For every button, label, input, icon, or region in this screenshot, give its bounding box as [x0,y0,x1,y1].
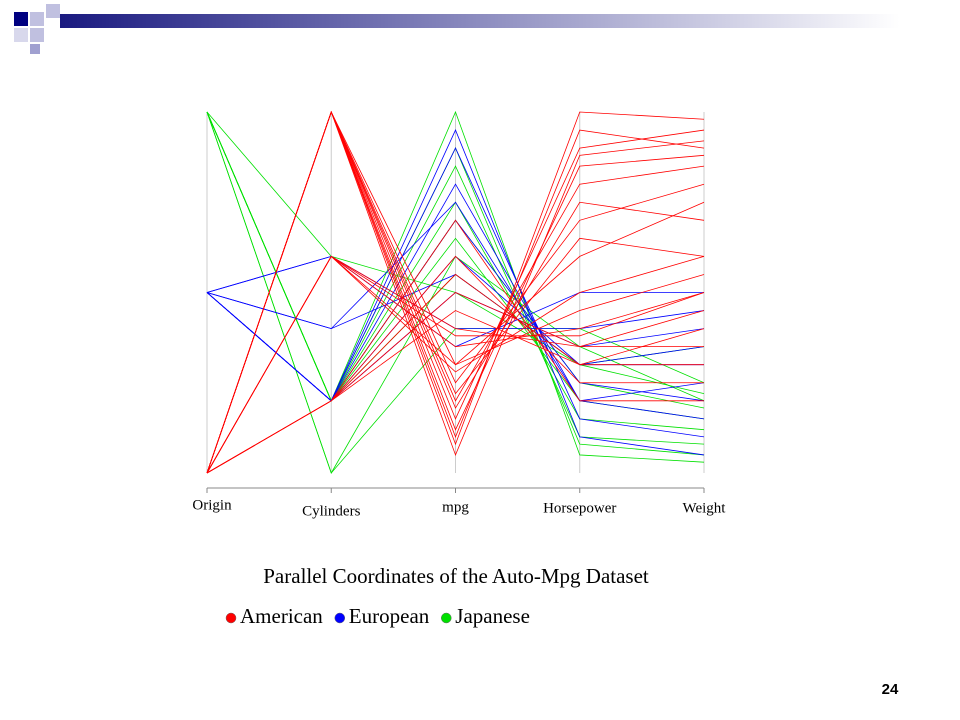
legend-label: European [349,604,430,628]
legend-marker [334,612,346,624]
legend-marker [225,612,237,624]
data-line [206,201,705,402]
axis-label: Cylinders [302,503,360,519]
legend-marker [441,612,452,624]
data-line [206,110,705,474]
page-number: 24 [882,681,899,698]
chart-title: Parallel Coordinates of the Auto-Mpg Dat… [263,564,649,588]
plot [206,110,705,474]
header-decoration [14,4,900,54]
legend-label: Japanese [455,604,530,628]
axis-label: Weight [683,500,727,516]
data-line [206,310,705,474]
legend-label: American [240,604,323,628]
axis-label: Horsepower [543,500,616,516]
axis-label: mpg [442,499,469,515]
axis-label: Origin [192,497,232,513]
data-line [206,255,705,474]
legend: American European Japanese [225,604,530,628]
